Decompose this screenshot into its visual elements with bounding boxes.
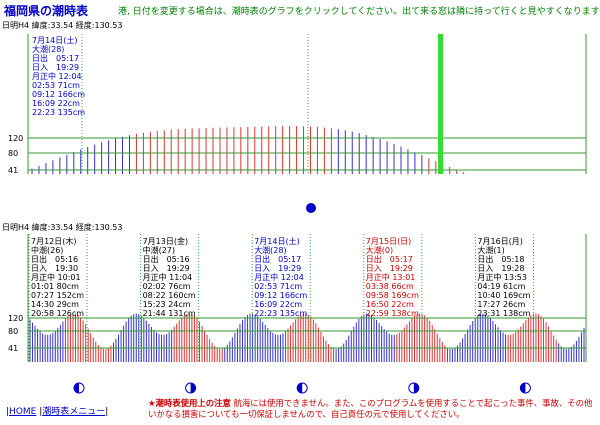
info-line: 日入 19:29 [32,63,79,72]
day-info-line: 17:27 26cm [477,300,525,309]
day-info-line: 09:12 166cm [254,291,307,300]
day-info-line: 10:40 169cm [477,291,530,300]
info-line: 7月14日(土) [32,35,78,45]
info-line: 日出 05:17 [32,53,79,63]
info-line: 月正中 12:04 [32,71,82,81]
notice-title: ★潮時表使用上の注意 [148,398,231,408]
day-info-line: 02:53 71cm [254,282,302,291]
day-info-line: 7月13日(金) [143,236,189,246]
moon-phase-icon [73,382,85,394]
day-info-line: 22:23 135cm [254,309,307,318]
day-info-line: 大潮(1) [477,245,504,255]
y-tick-label: 41 [8,344,18,353]
day-info-line: 月正中 13:53 [477,272,527,282]
moon-phase-icon [306,203,316,213]
day-info-line: 22:59 138cm [366,309,419,318]
day-info-line: 月正中 10:01 [31,272,81,282]
day-info-line: 日出 05:16 [143,254,190,264]
home-link[interactable]: HOME [9,407,37,417]
day-info-line: 中潮(27) [143,245,175,255]
moon-phase-icon [408,382,420,394]
day-info-line: 07:27 152cm [31,291,84,300]
y-tick-label: 120 [8,134,23,143]
y-tick-label: 120 [8,314,23,323]
info-line: 09:12 166cm [32,90,85,99]
day-info-line: 日入 19:29 [366,264,413,273]
top-chart-header: 日明H4 緯度:33.54 経度:130.53 [2,21,123,30]
day-info-line: 02:02 76cm [143,282,191,291]
info-line: 16:09 22cm [32,99,80,108]
day-info-line: 20:58 126cm [31,309,84,318]
y-tick-label: 80 [8,149,18,158]
day-info-line: 04:19 61cm [477,282,525,291]
day-info-line: 14:30 29cm [31,300,79,309]
day-info-line: 7月12日(木) [31,236,77,246]
day-info-line: 日出 05:18 [477,254,524,264]
day-info-line: 08:22 160cm [143,291,196,300]
day-info-line: 月正中 13:01 [366,272,416,282]
info-line: 22:23 135cm [32,108,85,117]
day-info-line: 日入 19:28 [477,264,524,273]
day-info-line: 21:44 131cm [143,309,196,318]
bottom-chart-header: 日明H4 緯度:33.54 経度:130.53 [2,223,123,232]
day-info-line: 日入 19:29 [143,264,190,273]
day-info-line: 03:38 66cm [366,282,414,291]
day-info-line: 日入 19:30 [31,264,78,273]
day-info-line: 中潮(26) [31,245,63,255]
day-info-line: 15:23 24cm [143,300,191,309]
current-time-marker [438,34,443,174]
moon-phase-icon [296,382,308,394]
day-info-line: 01:01 80cm [31,282,79,291]
moon-phase-icon [185,382,197,394]
day-info-line: 月正中 11:04 [143,272,193,282]
day-info-line: 日出 05:16 [31,254,78,264]
day-info-line: 大潮(28) [254,245,286,255]
day-info-line: 7月16日(月) [477,237,523,246]
day-info-line: 大潮(0) [366,245,393,255]
footer-nav: |HOME |潮時表メニュー| [6,407,109,417]
day-info-line: 日出 05:17 [366,254,413,264]
day-info-line: 7月15日(日) [366,237,412,246]
day-info-line: 16:09 22cm [254,300,302,309]
day-info-line: 日出 05:17 [254,254,301,264]
info-line: 02:53 71cm [32,81,80,90]
tide-menu-link[interactable]: 潮時表メニュー [42,407,106,417]
day-info-line: 09:58 169cm [366,291,419,300]
page-title: 福岡県の潮時表 [4,4,89,18]
usage-notice: ★潮時表使用上の注意 航海には使用できません。また、このプログラムを使用すること… [148,398,594,420]
day-info-line: 7月14日(土) [254,236,300,246]
moon-phase-icon [519,382,531,394]
y-tick-label: 41 [8,166,18,175]
info-line: 大潮(28) [32,44,64,54]
day-info-line: 月正中 12:04 [254,272,304,282]
notice-body: 航海には使用できません。また、このプログラムを使用することで起こった事件、事故、… [148,398,593,419]
instruction-text: 港, 日付を変更する場合は、潮時表のグラフをクリックしてください。出て来る窓は隣… [118,7,600,17]
y-tick-label: 80 [8,327,18,336]
day-info-line: 16:50 22cm [366,300,414,309]
day-info-line: 日入 19:29 [254,264,301,273]
day-info-line: 23:31 138cm [477,309,530,318]
